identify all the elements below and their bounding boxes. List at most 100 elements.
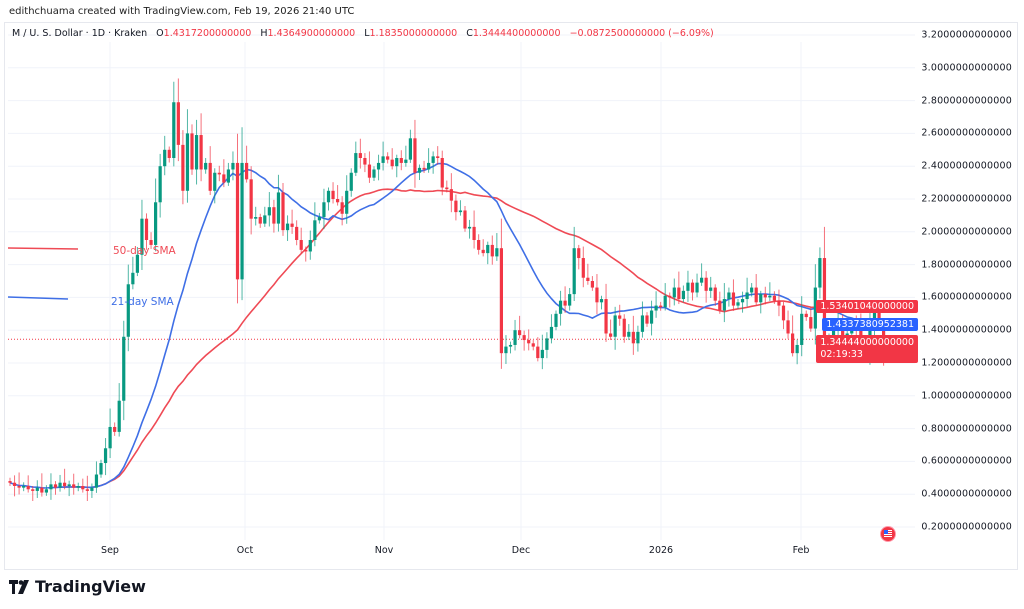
candle-body bbox=[331, 190, 335, 199]
candle-body bbox=[467, 226, 472, 229]
candle-body bbox=[76, 486, 80, 488]
candle-body bbox=[26, 486, 30, 490]
candle-body bbox=[568, 294, 572, 306]
candle-body bbox=[358, 153, 362, 158]
candle-body bbox=[208, 162, 212, 191]
tradingview-logo[interactable]: TradingView bbox=[9, 577, 146, 596]
candle-body bbox=[245, 162, 249, 180]
candle-body bbox=[349, 172, 353, 191]
candle-body bbox=[831, 330, 836, 337]
candle-body bbox=[340, 202, 344, 214]
high-value: 1.4364900000000 bbox=[267, 28, 356, 39]
symbol-legend: M / U. S. Dollar · 1D · Kraken O1.431720… bbox=[12, 28, 714, 39]
sma50-label: 50-day SMA bbox=[113, 245, 176, 257]
candle-body bbox=[813, 287, 817, 329]
candle-body bbox=[754, 287, 758, 303]
candle-body bbox=[272, 207, 276, 224]
candle-body bbox=[436, 156, 440, 158]
candle-body bbox=[668, 295, 672, 298]
candle-body bbox=[718, 300, 722, 311]
candle-body bbox=[572, 248, 576, 295]
sma21-line bbox=[9, 162, 884, 489]
brand-name: TradingView bbox=[35, 577, 146, 596]
candle-body bbox=[99, 463, 103, 475]
candle-body bbox=[686, 282, 690, 291]
candle-body bbox=[131, 272, 135, 285]
candle-body bbox=[299, 240, 303, 250]
open-value: 1.4317200000000 bbox=[163, 28, 252, 39]
candle-body bbox=[558, 300, 563, 314]
candle-body bbox=[386, 156, 390, 160]
time-tick-label: 2026 bbox=[648, 545, 674, 556]
candle-body bbox=[508, 344, 513, 347]
last-price-badge: 1.34444000000000 02:19:33 bbox=[816, 335, 918, 363]
candle-body bbox=[149, 240, 153, 245]
candle-body bbox=[185, 133, 190, 191]
price-tick-label: 0.2000000000000 bbox=[921, 521, 1012, 533]
candle-body bbox=[190, 133, 194, 170]
candle-body bbox=[199, 135, 203, 170]
candle-body bbox=[440, 158, 444, 188]
candle-body bbox=[240, 162, 244, 280]
candle-body bbox=[194, 135, 199, 170]
price-tick-label: 3.2000000000000 bbox=[921, 29, 1012, 41]
candle-body bbox=[649, 310, 654, 324]
candle-body bbox=[40, 487, 44, 493]
sma50-legend-line bbox=[7, 247, 79, 250]
us-flag-icon[interactable] bbox=[880, 526, 896, 542]
candle-body bbox=[249, 179, 253, 219]
candle-body bbox=[727, 292, 731, 300]
candle-body bbox=[581, 258, 585, 278]
candle-body bbox=[522, 335, 526, 341]
candle-body bbox=[372, 169, 376, 178]
candle-body bbox=[636, 331, 640, 344]
close-value: 1.3444400000000 bbox=[472, 28, 561, 39]
candle-body bbox=[158, 166, 162, 203]
candle-body bbox=[231, 162, 235, 170]
candle-body bbox=[477, 240, 481, 250]
price-tick-label: 1.0000000000000 bbox=[921, 390, 1012, 402]
candle-body bbox=[254, 217, 258, 219]
candle-body bbox=[740, 299, 745, 303]
candle-body bbox=[345, 190, 349, 214]
candle-body bbox=[681, 290, 685, 300]
candle-body bbox=[17, 486, 21, 488]
candle-body bbox=[22, 486, 26, 488]
candle-body bbox=[53, 484, 58, 488]
sma21-label: 21-day SMA bbox=[111, 296, 174, 308]
candle-body bbox=[677, 287, 681, 300]
candle-body bbox=[72, 484, 76, 488]
chart-credit: edithchuama created with TradingView.com… bbox=[9, 6, 355, 17]
candle-body bbox=[135, 254, 139, 273]
candle-body bbox=[731, 292, 736, 306]
price-tick-label: 1.8000000000000 bbox=[921, 259, 1012, 271]
candle-body bbox=[258, 217, 262, 224]
candle-body bbox=[326, 190, 331, 203]
candle-body bbox=[354, 153, 358, 173]
sma50-line bbox=[59, 188, 884, 489]
candle-body bbox=[695, 282, 699, 293]
candle-body bbox=[577, 248, 581, 259]
time-tick-label: Feb bbox=[792, 545, 810, 556]
price-tick-label: 2.8000000000000 bbox=[921, 95, 1012, 107]
candle-body bbox=[204, 162, 208, 170]
candle-body bbox=[117, 400, 121, 432]
candle-body bbox=[540, 349, 544, 359]
candle-body bbox=[381, 156, 385, 163]
candle-body bbox=[704, 277, 708, 291]
candle-body bbox=[172, 102, 176, 158]
candle-body bbox=[408, 138, 412, 160]
candle-body bbox=[690, 282, 695, 293]
candle-body bbox=[181, 144, 185, 191]
price-tick-label: 0.8000000000000 bbox=[921, 423, 1012, 435]
candle-body bbox=[395, 158, 399, 167]
sma50-price-badge: 1.53401040000000 bbox=[816, 300, 918, 313]
candle-body bbox=[804, 313, 808, 318]
candle-body bbox=[513, 330, 517, 345]
bar-countdown: 02:19:33 bbox=[820, 349, 863, 360]
candle-body bbox=[113, 426, 117, 432]
candle-body bbox=[144, 218, 149, 240]
chart-frame bbox=[4, 22, 1018, 570]
candle-body bbox=[472, 226, 476, 240]
candle-body bbox=[103, 448, 108, 464]
